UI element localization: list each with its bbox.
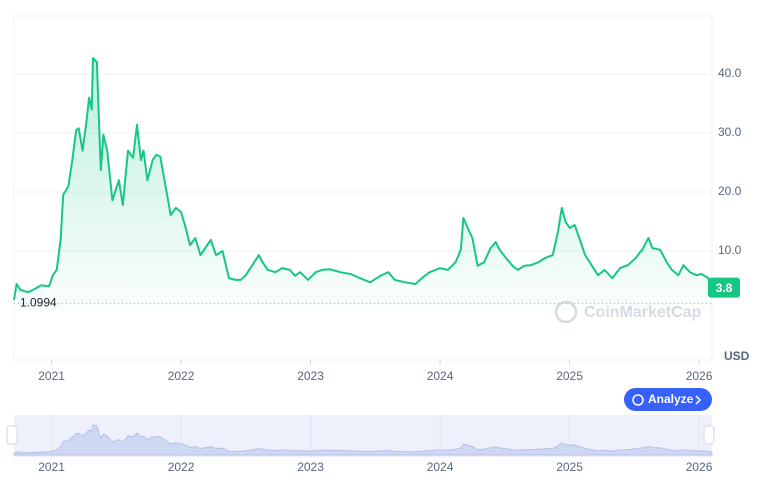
y-tick-label: 20.0 [718, 184, 742, 198]
analyze-button[interactable]: Analyze [624, 388, 712, 411]
last-price-label: 3.8 [716, 281, 733, 295]
nav-handle [6, 425, 18, 445]
nav-tick-label: 2023 [297, 460, 324, 474]
price-line [13, 57, 713, 301]
plot-frame [13, 15, 713, 361]
nav-tick-label: 2022 [168, 460, 195, 474]
button-label[interactable]: Analyze [648, 392, 694, 406]
nav-tick-label: 2021 [38, 460, 65, 474]
y-tick-label: 40.0 [718, 66, 742, 80]
last-price-tag [708, 277, 740, 298]
price-area [14, 58, 712, 310]
x-tick-label: 2025 [556, 369, 583, 383]
nav-tick-label: 2026 [686, 460, 713, 474]
x-tick-label: 2026 [686, 369, 713, 383]
button-bg[interactable] [624, 388, 712, 411]
nav-tick-label: 2025 [556, 460, 583, 474]
y-tick-label: 30.0 [718, 125, 742, 139]
button-arrow[interactable] [695, 395, 702, 405]
nav-handle [703, 425, 715, 445]
y-unit: USD [724, 349, 750, 363]
x-tick-label: 2021 [38, 369, 65, 383]
x-tick-label: 2024 [427, 369, 454, 383]
nav-tick-label: 2024 [427, 460, 454, 474]
button-icon[interactable] [632, 394, 644, 406]
y-tick-label: 10.0 [718, 243, 742, 257]
nav-area [13, 424, 713, 456]
x-tick-label: 2022 [168, 369, 195, 383]
x-tick-label: 2023 [297, 369, 324, 383]
